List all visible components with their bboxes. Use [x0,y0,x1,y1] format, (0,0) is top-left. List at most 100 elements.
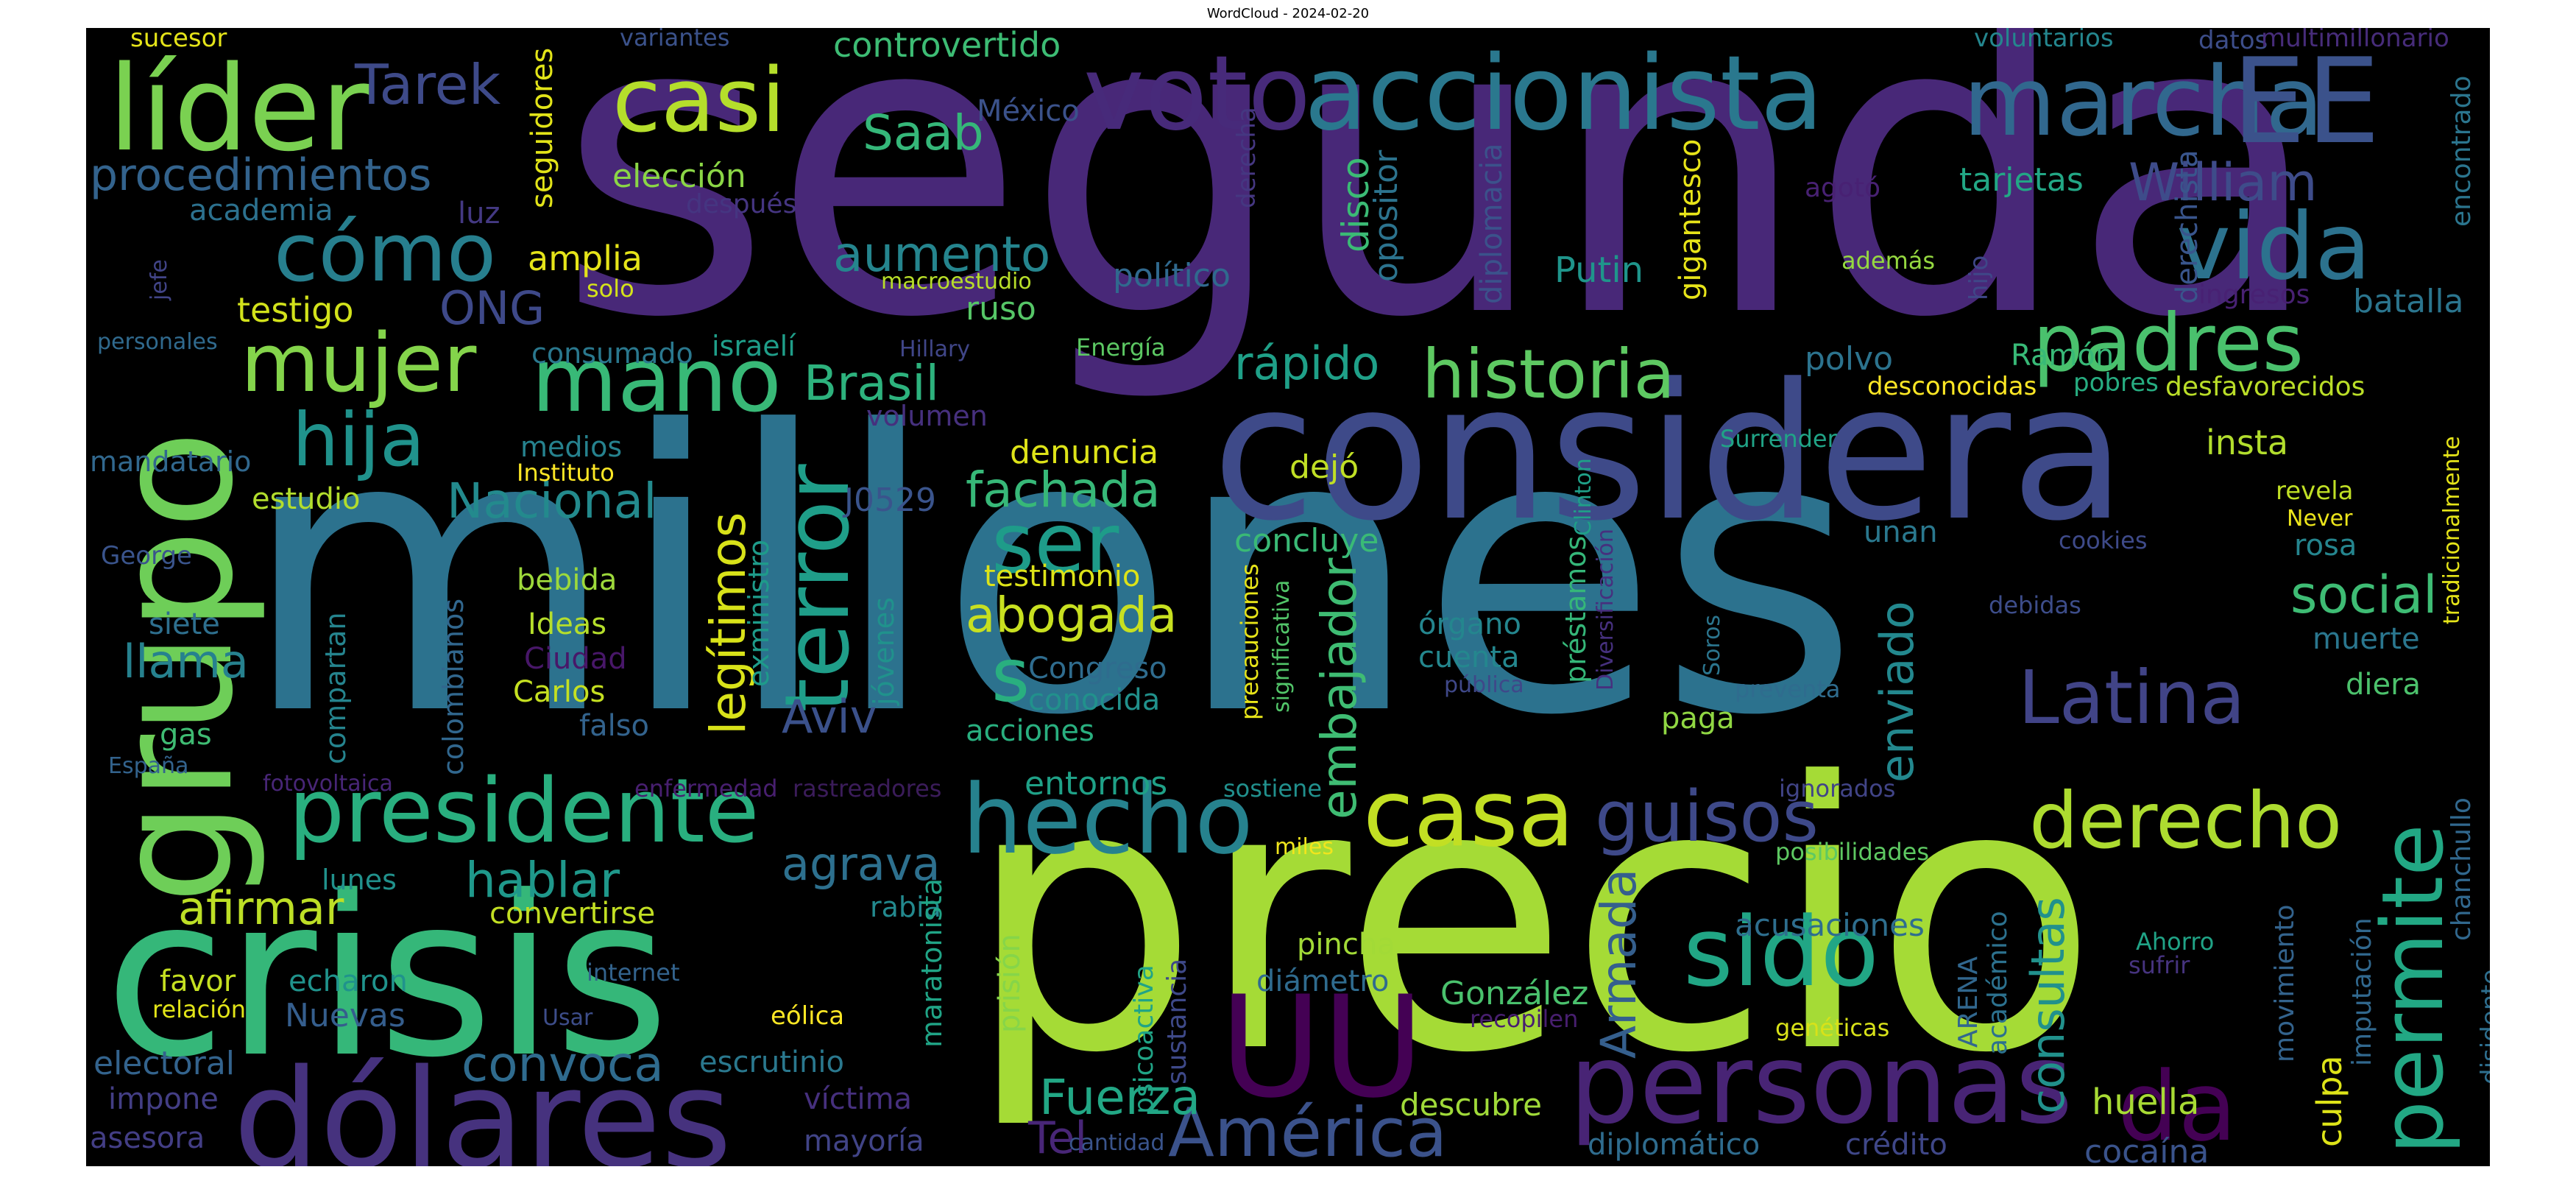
word-entornos: entornos [1025,765,1168,803]
word-Armada: Armada [1590,868,1647,1059]
word-Ciudad: Ciudad [524,642,627,676]
word-sido: sido [1683,896,1879,1008]
word-George: George [101,541,192,571]
word-vida: vida [2176,194,2371,300]
word-mandatario: mandatario [90,445,252,478]
word-impone: impone [108,1082,219,1116]
word-macroestudio: macroestudio [881,269,1032,294]
word-Never: Never [2287,506,2353,532]
word-cloud: segunda millones precio crisis considera… [86,28,2490,1166]
word-medios: medios [520,431,623,463]
word-significativa: significativa [1269,579,1295,713]
word-siete: siete [149,607,220,641]
word-Carlos: Carlos [513,675,606,709]
word-Clinton: Clinton [1571,458,1596,536]
word-diametro: diámetro [1256,964,1390,998]
word-hijo: hijo [1964,255,1994,300]
word-Diversificacion: Diversificación [1593,529,1618,691]
word-Hillary: Hillary [899,336,971,362]
word-victima: víctima [804,1082,913,1116]
word-convertirse: convertirse [489,897,656,931]
word-estudio: estudio [252,482,361,516]
word-lider: líder [108,40,369,177]
word-ruso: ruso [966,290,1036,328]
word-ser: ser [991,496,1119,592]
figure-title: WordCloud - 2024-02-20 [1206,6,1370,21]
word-da: da [2117,1051,2237,1163]
word-Brasil: Brasil [804,355,939,412]
word-derecha: derecha [1232,107,1262,208]
word-muerte: muerte [2313,622,2420,656]
word-encontrado: encontrado [2446,75,2477,227]
word-seguidores: seguidores [526,47,559,208]
word-relacion: relación [152,995,246,1023]
word-internet: internet [587,959,680,987]
word-historia: historia [1422,335,1675,414]
word-hecho: hecho [962,763,1253,875]
word-desconocidas: desconocidas [1867,372,2037,401]
word-Nacional: Nacional [447,473,657,529]
word-volumen: volumen [866,400,988,432]
word-datos: datos [2198,28,2268,55]
word-geneticas: genéticas [1775,1014,1890,1042]
word-fotovoltaica: fotovoltaica [263,771,393,797]
word-organo: órgano [1418,607,1521,641]
word-personas: personas [1569,1020,2073,1149]
word-pobres: pobres [2073,368,2159,398]
word-testigo: testigo [237,290,354,330]
word-Fuerza: Fuerza [1039,1069,1201,1126]
word-dolares: dólares [233,1040,732,1167]
word-aumento: aumento [833,226,1051,283]
word-disidente: disidente [2476,969,2490,1085]
word-concluye: concluye [1234,522,1379,560]
word-revela: revela [2276,476,2354,506]
word-abogada: abogada [966,587,1178,643]
word-diplomacia: diplomacia [1475,143,1509,304]
word-echaron: echaron [289,964,408,998]
word-EE: EE [2232,32,2381,170]
word-tarjetas: tarjetas [1959,161,2084,199]
word-testimonio: testimonio [984,560,1141,593]
word-consultas: consultas [2021,897,2075,1114]
word-recopilen: recopilen [1470,1005,1579,1033]
word-ademas: además [1841,247,1936,275]
word-rastreadores: rastreadores [793,775,942,803]
word-cookies: cookies [2059,526,2148,554]
word-gigantesco: gigantesco [1674,138,1708,300]
word-marcha: marcha [1963,46,2324,158]
word-voto: voto [1083,34,1312,154]
word-electoral: electoral [93,1045,236,1082]
word-Nuevas: Nuevas [285,997,406,1034]
word-sucesor: sucesor [130,28,227,53]
word-Ideas: Ideas [528,607,607,641]
word-permite: permite [2364,824,2463,1154]
word-credito: crédito [1845,1128,1947,1162]
word-Soros: Soros [1699,614,1725,676]
word-Usar: Usar [542,1005,593,1031]
word-convoca: convoca [461,1036,664,1093]
word-jefe: jefe [146,259,172,300]
word-Surrender: Surrender [1720,425,1837,453]
word-Aviv: Aviv [782,690,877,744]
word-prestamos: préstamos [1560,535,1592,683]
word-prision: prisión [993,934,1027,1033]
word-ONG: ONG [439,281,545,335]
word-Instituto: Instituto [517,459,615,487]
word-asesora: asesora [90,1121,205,1155]
word-cuenta: cuenta [1418,641,1520,674]
word-personales: personales [97,329,218,355]
word-cantidad: cantidad [1069,1130,1165,1156]
word-Putin: Putin [1554,250,1644,291]
word-enfermedad: enfermedad [634,775,778,803]
word-padres: padres [2033,297,2304,389]
word-agrava: agrava [782,837,941,891]
word-derecho: derecho [2029,776,2343,866]
word-falso: falso [579,709,650,743]
word-paga: paga [1661,702,1735,736]
word-presidente: presidente [289,761,760,863]
word-politico: político [1113,257,1231,294]
word-posibilidades: posibilidades [1775,838,1930,866]
word-fachada: fachada [966,462,1161,518]
word-descubre: descubre [1400,1087,1542,1123]
word-casa: casa [1363,761,1575,867]
